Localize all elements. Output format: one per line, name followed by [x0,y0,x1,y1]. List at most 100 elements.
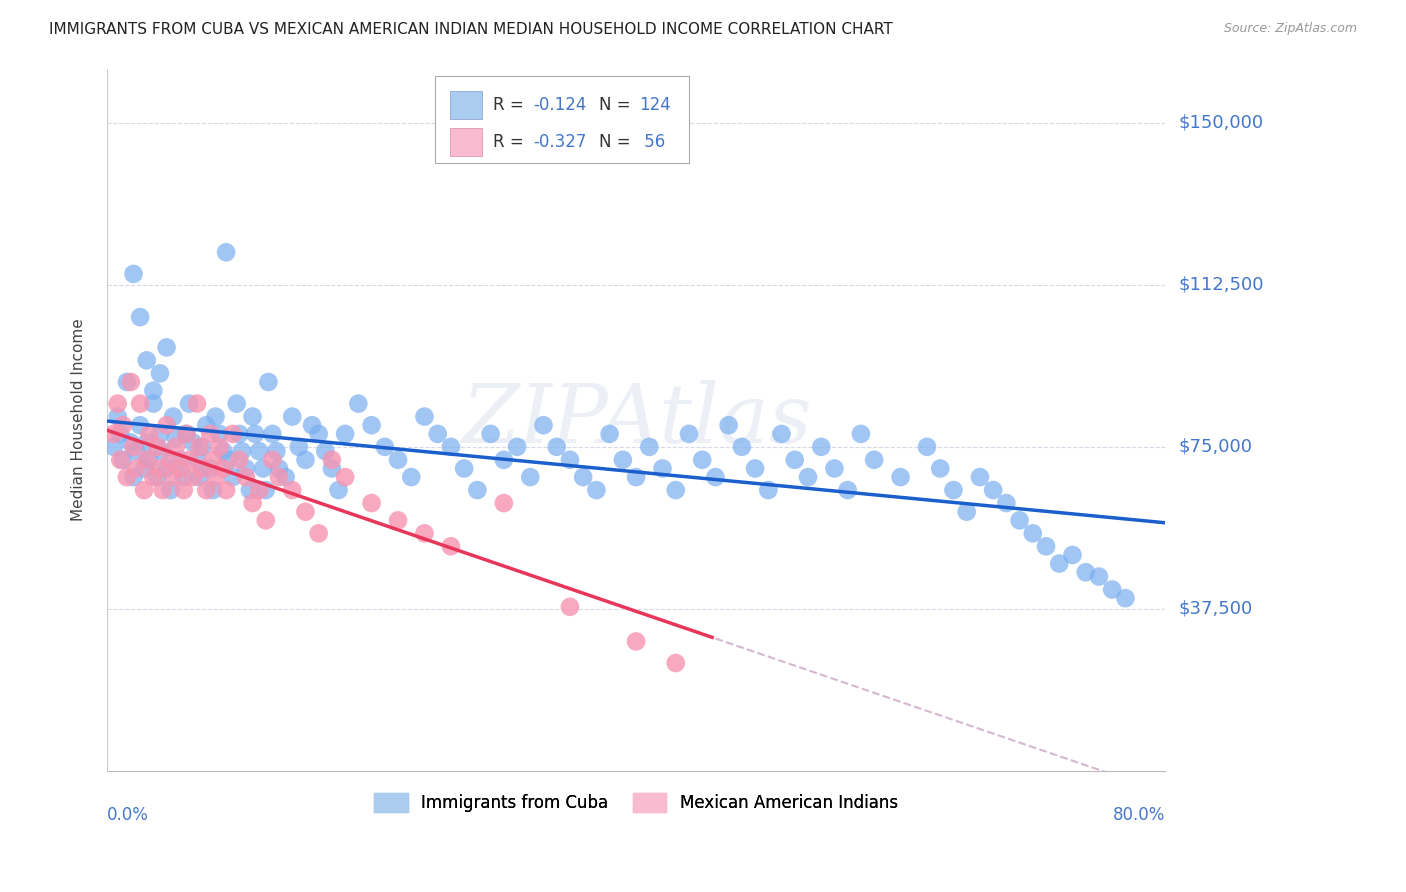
Point [231,444,253,458]
Point [308,526,330,541]
Point [288,440,311,454]
Point [149,426,172,441]
Point [159,452,181,467]
Point [173,470,195,484]
Text: R =: R = [494,133,529,151]
Point [165,431,187,445]
Point [235,470,257,484]
Point [155,418,177,433]
Point [301,418,323,433]
Point [281,483,304,497]
Point [1022,526,1045,541]
Point [159,483,181,497]
Point [1008,513,1031,527]
Point [204,470,226,484]
Text: N =: N = [599,96,636,114]
Point [387,513,409,527]
Point [665,483,688,497]
Point [242,409,264,424]
Point [360,496,382,510]
Point [665,656,688,670]
Point [176,426,198,441]
Point [228,452,250,467]
Point [558,599,581,614]
Point [756,483,779,497]
Point [162,470,184,484]
Text: IMMIGRANTS FROM CUBA VS MEXICAN AMERICAN INDIAN MEDIAN HOUSEHOLD INCOME CORRELAT: IMMIGRANTS FROM CUBA VS MEXICAN AMERICAN… [49,22,893,37]
Text: Source: ZipAtlas.com: Source: ZipAtlas.com [1223,22,1357,36]
Point [252,461,274,475]
Point [177,396,200,410]
Point [200,426,222,441]
Point [321,452,343,467]
Point [215,245,238,260]
Point [200,461,222,475]
Point [849,426,872,441]
Text: 80.0%: 80.0% [1112,806,1166,824]
Text: R =: R = [494,96,529,114]
Point [169,452,191,467]
Point [942,483,965,497]
Point [188,470,211,484]
Point [274,470,297,484]
Point [142,470,165,484]
Point [995,496,1018,510]
Point [770,426,793,441]
Point [146,470,169,484]
Point [1062,548,1084,562]
Point [149,461,172,475]
Point [235,461,257,475]
Point [247,483,270,497]
Point [267,461,290,475]
Point [929,461,952,475]
Point [115,470,138,484]
Point [201,483,224,497]
Point [122,267,145,281]
Point [125,444,148,458]
Point [492,496,515,510]
Text: N =: N = [599,133,636,151]
Point [245,426,267,441]
Point [146,440,169,454]
Point [225,396,247,410]
Point [242,496,264,510]
Point [191,461,214,475]
Point [479,426,502,441]
Point [247,444,270,458]
Point [107,396,129,410]
Point [155,340,177,354]
Point [129,310,152,325]
Point [201,452,224,467]
Point [103,440,125,454]
Point [162,409,184,424]
Text: -0.327: -0.327 [533,133,586,151]
Point [222,426,245,441]
Point [169,461,191,475]
Point [1035,539,1057,553]
Point [129,418,152,433]
Point [399,470,422,484]
Text: $75,000: $75,000 [1180,438,1253,456]
Text: $37,500: $37,500 [1180,600,1253,618]
Point [222,470,245,484]
Point [1074,566,1097,580]
Point [135,435,157,450]
Point [135,353,157,368]
Point [215,483,238,497]
Point [254,483,277,497]
Point [111,418,134,433]
Point [212,461,235,475]
Point [132,483,155,497]
Point [837,483,859,497]
Point [152,483,174,497]
Text: $150,000: $150,000 [1180,113,1264,131]
Point [467,483,489,497]
Point [120,435,142,450]
Point [228,426,250,441]
Point [823,461,845,475]
Point [110,452,132,467]
Point [191,440,214,454]
Point [915,440,938,454]
Text: -0.124: -0.124 [533,96,586,114]
Point [585,483,607,497]
